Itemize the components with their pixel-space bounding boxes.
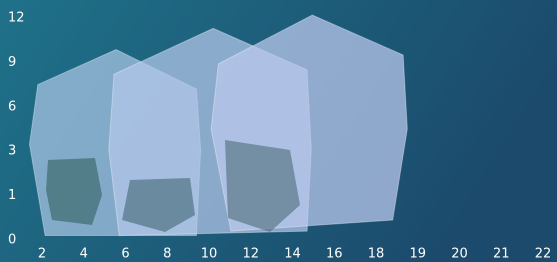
y-tick-label: 9 [8,55,16,70]
x-tick-label: 14 [284,247,301,262]
x-tick-label: 2 [38,247,46,262]
y-tick-label: 1 [8,188,16,203]
y-tick-label: 6 [8,99,16,114]
x-tick-label: 8 [163,247,171,262]
y-tick-label: 3 [8,144,16,159]
x-tick-label: 4 [80,247,88,262]
shadow [46,158,102,225]
y-tick-label: 12 [8,11,25,26]
x-tick-label: 6 [121,247,129,262]
x-tick-label: 21 [493,247,510,262]
y-tick-label: 0 [8,233,16,248]
chart: 0 1 3 6 9 12 2 4 6 8 10 12 14 16 18 19 20 21 22 [0,0,557,262]
x-tick-label: 18 [368,247,385,262]
x-tick-label: 22 [535,247,552,262]
x-tick-label: 12 [242,247,259,262]
x-tick-label: 19 [409,247,426,262]
x-tick-label: 10 [201,247,218,262]
x-tick-label: 16 [326,247,343,262]
x-tick-label: 20 [451,247,468,262]
